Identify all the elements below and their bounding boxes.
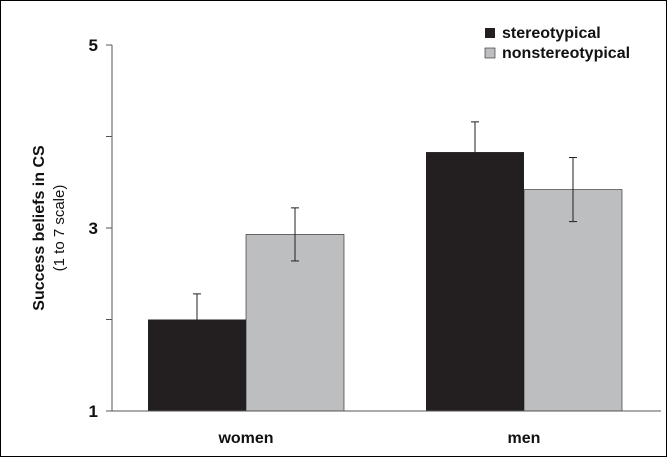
bars-layer [148,152,623,412]
x-category-label-women: women [217,430,273,447]
legend-swatch-nonstereotypical [484,47,496,59]
y-axis-sublabel: (1 to 7 scale) [51,185,68,272]
legend-label-stereotypical: stereotypical [502,25,601,42]
legend-label-nonstereotypical: nonstereotypical [502,45,630,62]
y-tick-label: 1 [89,402,98,421]
x-category-label-men: men [508,430,541,447]
legend-swatch-stereotypical [485,28,495,38]
y-axis-title: Success beliefs in CS [31,145,48,311]
y-axis-label: Success beliefs in CS [31,145,48,311]
bar-nonstereotypical-women [245,234,345,412]
x-category-labels: women men [217,430,540,447]
y-axis-subtitle: (1 to 7 scale) [51,185,68,272]
y-tick-label: 5 [89,36,98,55]
legend: stereotypical nonstereotypical [484,25,630,62]
y-tick-label: 3 [89,219,98,238]
bar-nonstereotypical-men [523,189,623,412]
bar-stereotypical-men [426,152,524,411]
y-ticks: 1 3 5 [89,36,112,421]
error-bars-layer [193,121,577,346]
